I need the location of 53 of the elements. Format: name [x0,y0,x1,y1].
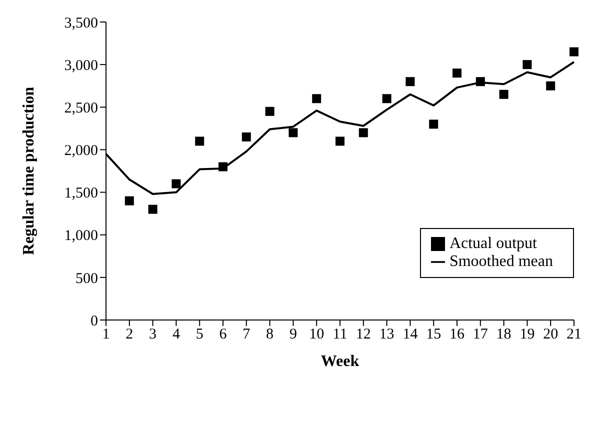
y-tick-label: 2,500 [64,100,98,116]
point [336,136,344,146]
y-axis-title: Regular time production [20,86,38,256]
x-tick-label: 8 [266,326,274,343]
x-tick-label: 2 [126,326,134,343]
x-axis-title: Week [320,353,360,370]
point [476,77,485,86]
x-tick-label: 10 [309,326,324,343]
x-tick-label: 11 [332,326,348,343]
x-tick-label: 21 [566,326,582,343]
x-tick-label: 13 [379,326,394,343]
x-tick-label: 19 [520,326,535,343]
x-tick-label: 4 [172,326,180,343]
legend-label: Smoothed mean [449,253,553,270]
x-tick-label: 14 [402,326,418,343]
point [124,196,134,206]
point [358,128,368,138]
x-tick-label: 17 [472,326,488,343]
x-tick-label: 20 [543,326,558,343]
point [288,128,298,138]
y-tick-label: 1,500 [64,186,98,202]
legend-label: Actual output [449,235,537,252]
x-tick-label: 3 [149,326,157,343]
x-tick-label: 15 [426,326,442,343]
point [522,60,532,70]
x-tick-label: 9 [289,326,297,343]
point [218,162,228,172]
point [546,81,556,90]
point [452,68,462,78]
point [148,204,158,214]
y-tick-label: 2,000 [64,143,98,160]
x-tick-label: 16 [450,326,465,343]
point [242,132,251,142]
point [406,77,415,86]
x-tick-label: 7 [242,326,251,343]
x-tick-label: 1 [102,326,110,343]
y-tick-label: 0 [90,313,98,330]
y-tick-label: 1,000 [64,228,98,244]
x-tick-label: 6 [219,326,228,343]
y-tick-label: 500 [76,270,98,287]
x-tick-label: 18 [496,326,512,343]
x-tick-label: 5 [196,326,204,343]
point [429,120,438,129]
point [265,106,274,116]
point [172,179,181,188]
y-tick-label: 3,500 [64,15,98,32]
point [382,94,392,104]
point [499,90,508,99]
point [195,136,204,146]
x-tick-label: 12 [356,326,371,343]
point [570,47,578,56]
y-tick-label: 3,000 [64,58,98,74]
point [312,94,322,104]
